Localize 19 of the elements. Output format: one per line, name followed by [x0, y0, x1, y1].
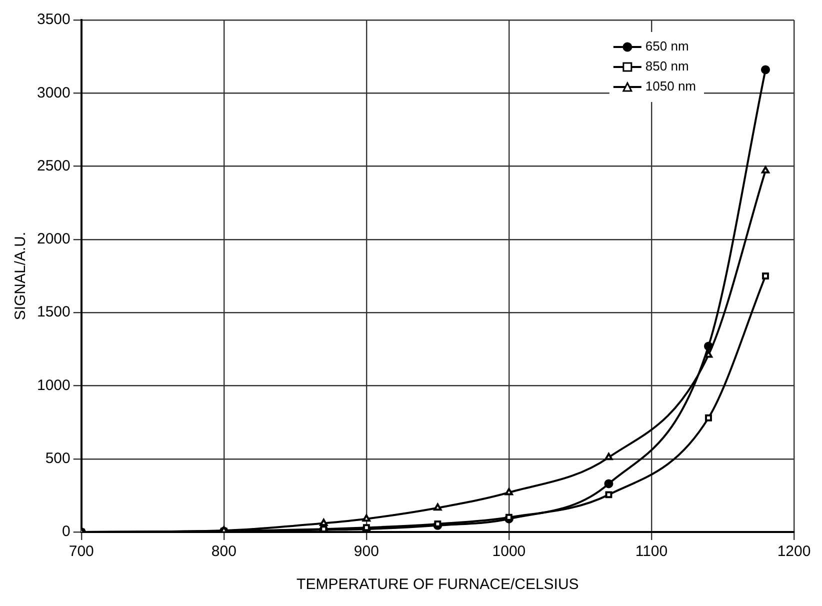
x-axis-title: TEMPERATURE OF FURNACE/CELSIUS — [296, 576, 579, 594]
x-tick-label: 1000 — [492, 543, 526, 560]
y-tick-label: 1500 — [36, 304, 70, 321]
y-tick-label: 2000 — [36, 230, 70, 248]
x-tick-label: 1200 — [777, 543, 811, 560]
legend-label: 650 nm — [645, 38, 689, 54]
y-tick-label: 0 — [62, 523, 70, 540]
y-axis-title: SIGNAL/A.U. — [12, 232, 30, 320]
y-tick-label: 1000 — [36, 376, 70, 394]
legend-label: 1050 nm — [645, 78, 696, 94]
y-tick-label: 2500 — [36, 157, 70, 174]
x-tick-label: 800 — [211, 543, 236, 560]
x-tick-label: 900 — [354, 543, 379, 560]
y-tick-label: 3500 — [36, 11, 70, 28]
x-tick-label: 700 — [68, 543, 94, 560]
y-tick-label: 500 — [45, 450, 70, 467]
x-tick-label: 1100 — [635, 543, 668, 560]
legend-label: 850 nm — [645, 58, 689, 74]
y-tick-label: 3000 — [36, 84, 70, 102]
